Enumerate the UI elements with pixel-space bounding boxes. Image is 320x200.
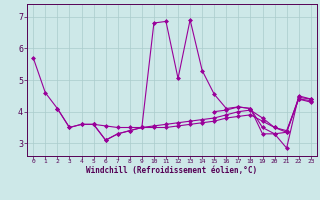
X-axis label: Windchill (Refroidissement éolien,°C): Windchill (Refroidissement éolien,°C) [86, 166, 258, 175]
